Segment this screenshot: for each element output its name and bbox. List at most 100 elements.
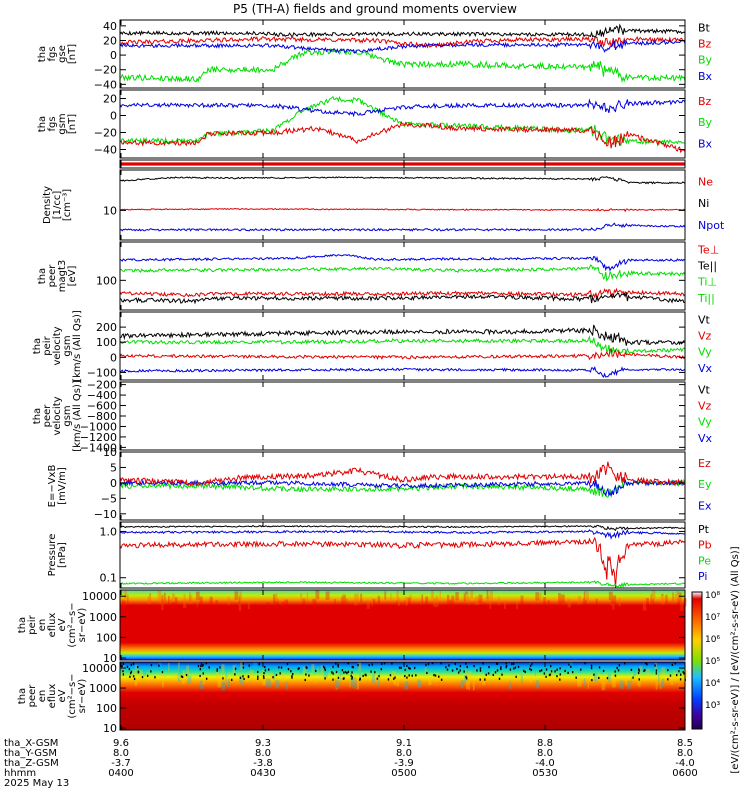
y-axis-label: peir: [42, 335, 53, 355]
series-efield-0: [119, 478, 686, 498]
y-tick-label: −1000: [80, 420, 117, 433]
ephemeris-value: -3.8: [253, 758, 273, 769]
ephemeris-value: 8.5: [677, 738, 693, 749]
ephemeris-value: 0530: [532, 768, 557, 779]
y-axis-label: tha: [32, 338, 43, 354]
ephemeris-value: 8.0: [677, 748, 693, 759]
series-peir_velocity-1: [119, 334, 686, 356]
y-tick-label: −40: [94, 144, 117, 157]
legend-fgs_gse-3: Bx: [698, 70, 713, 83]
legend-temperature-3: Ti||: [697, 292, 715, 305]
ephemeris-value: 8.0: [396, 748, 412, 759]
series-peir_velocity-0: [119, 324, 686, 346]
legend-density-1: Ni: [698, 197, 709, 210]
legend-fgs_gse-2: By: [698, 54, 713, 67]
y-tick-label: −800: [87, 410, 117, 423]
y-axis-label: sr−eV): [77, 608, 88, 643]
y-tick-label: 0: [110, 477, 117, 490]
y-tick-label: 0: [110, 49, 117, 62]
ephemeris-value: -4.0: [535, 758, 555, 769]
y-axis-label: en: [37, 690, 48, 703]
y-axis-label: peer: [27, 684, 38, 708]
ephemeris-value: 9.1: [396, 738, 412, 749]
legend-fgs_gsm-0: Bz: [698, 95, 712, 108]
y-axis-label: (cm²−s−: [67, 602, 78, 647]
ephemeris-value: 0600: [672, 768, 697, 779]
colorbar-tick: 10⁴: [705, 679, 720, 689]
y-axis-label: tha: [37, 46, 48, 62]
y-tick-label: 10: [103, 722, 117, 735]
y-axis-label: tha: [32, 408, 43, 424]
y-tick-label: 10: [103, 652, 117, 665]
series-temperature-3: [119, 292, 686, 305]
panel-frame: [119, 19, 686, 89]
spectrogram-fill: [120, 662, 685, 730]
y-tick-label: 1000: [89, 682, 117, 695]
y-tick-label: −200: [87, 379, 117, 392]
spectrogram-fill: [120, 590, 685, 660]
series-pressure-3: [119, 580, 685, 589]
colorbar: 10⁸ 10⁷ 10⁶ 10⁵ 10⁴ 10³ [eV/(cm²-s-sr-eV)] / […: [691, 546, 741, 774]
series-fgs_gsm-2: [119, 98, 686, 118]
y-tick-label: 40: [103, 20, 117, 33]
plot-title: P5 (TH-A) fields and ground moments over…: [233, 2, 517, 16]
panel-temperature: 100 tha peer magt3 [eV] Te⊥ Te|| Ti⊥ Ti||: [37, 241, 719, 311]
y-axis-label: (cm²−s−: [67, 673, 78, 718]
y-axis-label: tha: [17, 617, 28, 633]
y-axis-label: fgs: [47, 116, 58, 131]
y-axis-label: tha: [17, 688, 28, 704]
y-axis-label: peer: [42, 404, 53, 428]
y-tick-label: 10000: [82, 662, 117, 675]
ephemeris-value: -3.9: [394, 758, 414, 769]
legend-peir_velocity-0: Vt: [698, 313, 711, 326]
colorbar-tick: 10³: [705, 701, 720, 711]
colorbar-tick: 10⁸: [705, 591, 720, 601]
y-axis-label: Density: [42, 186, 53, 224]
series-fgs_gse-2: [119, 47, 686, 84]
y-axis-label: [1/cc]: [52, 191, 63, 220]
series-temperature-2: [119, 287, 686, 301]
y-axis-label: [eV]: [67, 266, 78, 287]
panel-efield: 10 5 0 −5 −10 E=−VxB [mV/m] Ez Ey Ex: [47, 446, 712, 521]
y-axis-label: en: [37, 619, 48, 632]
y-tick-label: −100: [87, 366, 117, 379]
ephemeris-value: 8.0: [255, 748, 271, 759]
y-tick-label: 0: [110, 351, 117, 364]
y-tick-label: −400: [87, 389, 117, 402]
y-tick-label: 0: [110, 110, 117, 123]
legend-fgs_gsm-2: Bx: [698, 137, 713, 150]
panel-frame: [119, 451, 686, 521]
legend-density-2: Npot: [698, 219, 725, 232]
ephemeris-value: 9.6: [113, 738, 129, 749]
y-tick-label: −1400: [80, 441, 117, 454]
panel-pressure: 1.0 0.1 Pressure [nPa] Pt Pb Pe Pi: [47, 521, 712, 589]
legend-fgs_gsm-1: By: [698, 116, 713, 129]
legend-peer_velocity-1: Vz: [698, 400, 712, 413]
y-axis-label: [nT]: [67, 114, 78, 134]
panel-frame: [119, 89, 686, 159]
y-axis-label: eV: [57, 689, 68, 702]
panel-frame: [119, 661, 686, 731]
y-axis-label: peir: [27, 614, 38, 634]
ephemeris-value: 0430: [250, 768, 275, 779]
legend-pressure-0: Pt: [698, 523, 710, 536]
y-axis-label: magt3: [57, 260, 68, 293]
panel-peir_spectrogram: 10000 1000 100 10 tha peir en eflux eV (cm²−s− sr−…: [17, 589, 687, 665]
y-tick-label: 100: [96, 336, 117, 349]
y-axis-label: eflux: [47, 684, 58, 709]
y-tick-label: −10: [94, 508, 117, 521]
legend-temperature-1: Te||: [697, 260, 717, 273]
y-tick-label: 10: [103, 446, 117, 459]
date-label: 2025 May 13: [4, 778, 69, 789]
legend-density-0: Ne: [698, 175, 713, 188]
ephemeris-value: 8.0: [113, 748, 129, 759]
panel-frame: [119, 589, 686, 661]
y-tick-label: −20: [94, 127, 117, 140]
y-tick-label: 100: [96, 702, 117, 715]
legend-efield-1: Ey: [698, 478, 712, 491]
ephemeris-row-label: tha_X-GSM: [4, 738, 58, 749]
legend-peer_velocity-3: Vx: [698, 432, 713, 445]
series-density-1: [119, 207, 686, 213]
legend-temperature-0: Te⊥: [697, 243, 719, 256]
